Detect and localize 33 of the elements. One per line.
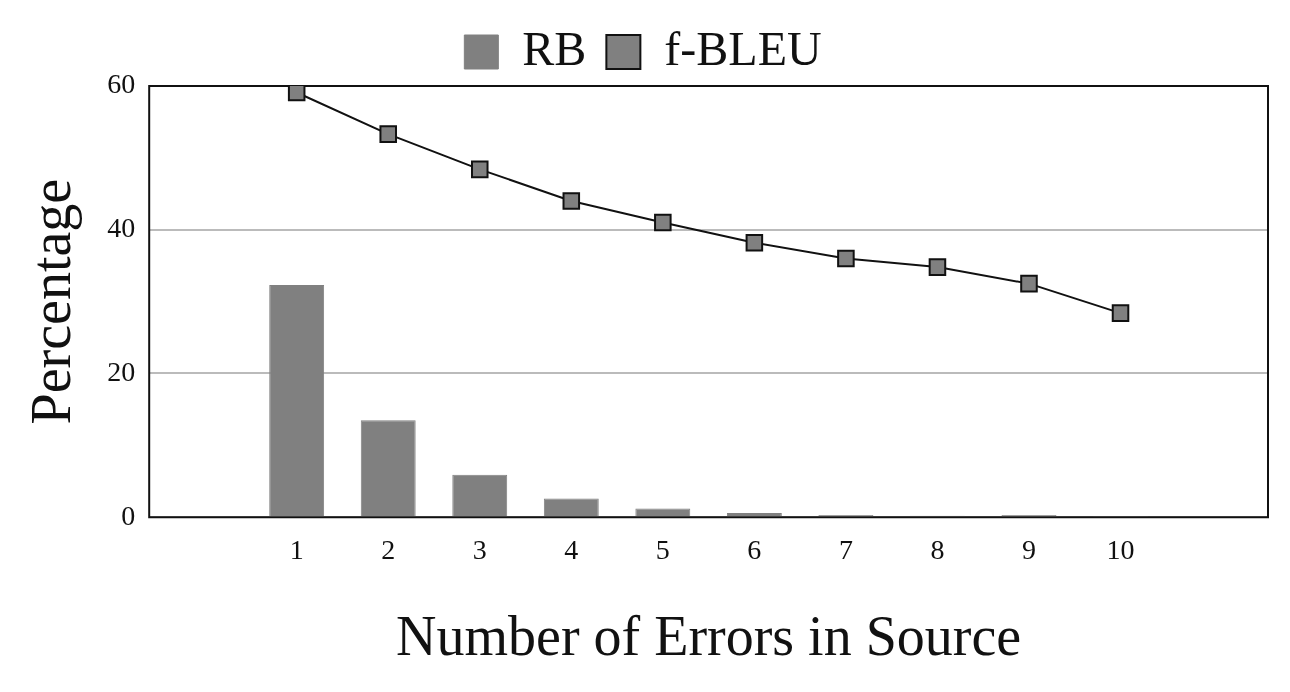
x-axis-title: Number of Errors in Source [396,605,1022,668]
y-tick-label: 0 [121,499,136,531]
point [745,233,764,252]
legend-label: RB [522,21,587,75]
point [562,192,581,210]
point [1111,304,1130,322]
point [928,258,947,276]
y-tick-label: 20 [107,355,136,387]
legend-label: f-BLEU [664,21,822,75]
bar [269,285,325,517]
point [654,213,672,232]
bar [360,420,416,517]
y-tick-label: 40 [107,212,136,244]
y-axis-title: Percentage [20,178,83,425]
x-tick-label: 8 [930,534,945,566]
point [287,86,306,102]
x-tick-label: 4 [564,534,579,566]
x-tick-label: 6 [747,534,762,566]
x-tick-label: 9 [1021,534,1036,566]
x-tick-label: 2 [381,534,396,566]
x-tick-label: 5 [655,534,670,566]
point [1020,274,1038,293]
bar [543,498,599,517]
x-tick-label: 3 [472,534,487,566]
y-tick-label: 60 [107,68,136,100]
bar [635,508,691,517]
point [379,125,397,143]
x-tick-label: 1 [289,534,304,566]
x-tick-label: 10 [1106,534,1135,566]
point [837,249,855,268]
point [470,160,489,179]
x-tick-label: 7 [838,534,853,566]
bar [452,474,508,517]
